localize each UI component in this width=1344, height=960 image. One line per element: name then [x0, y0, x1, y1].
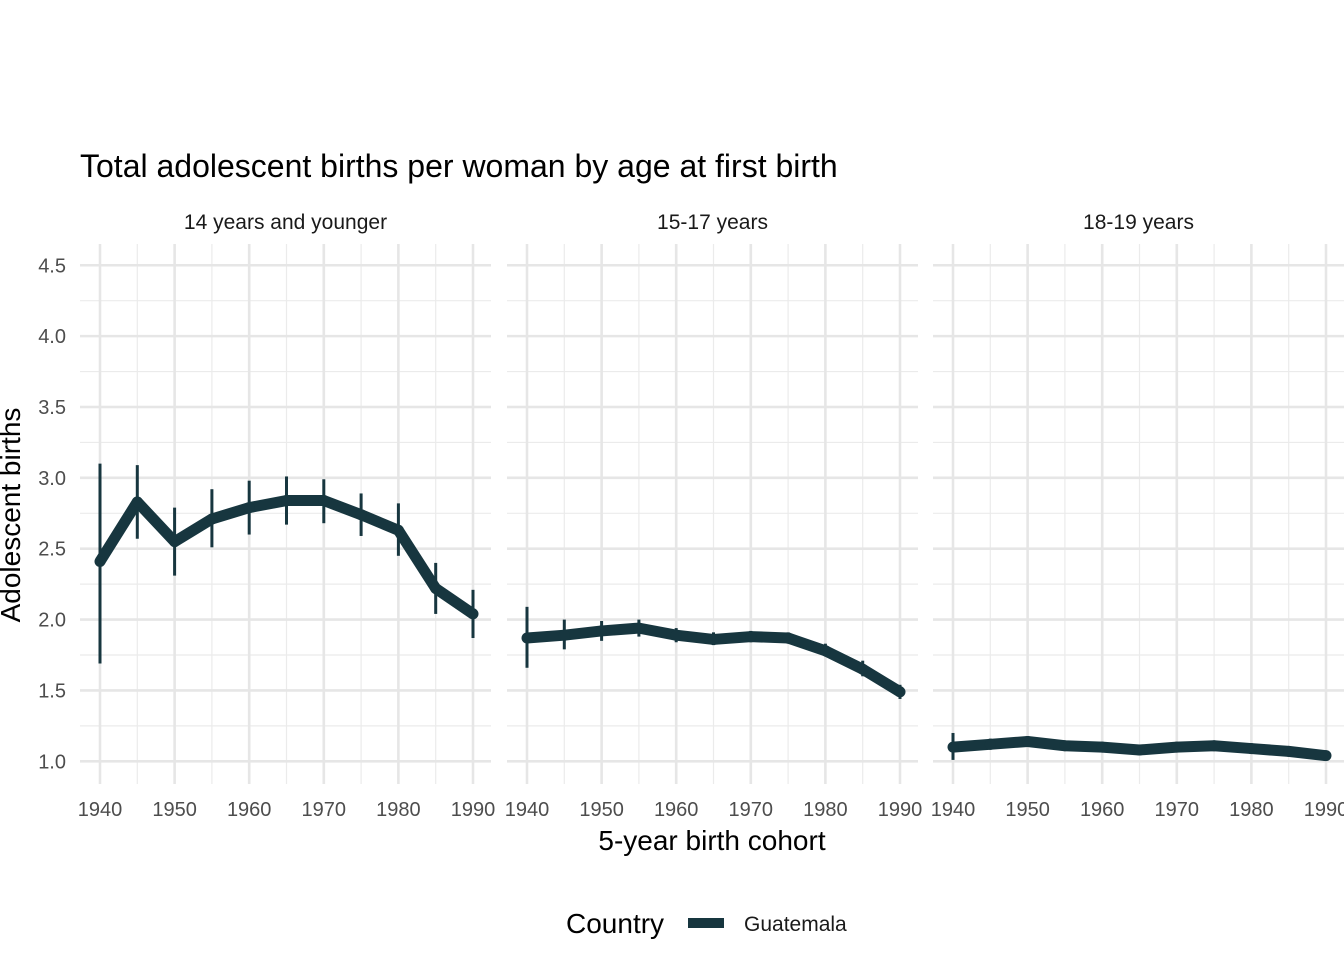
data-point: [521, 632, 533, 644]
legend-label-guatemala: Guatemala: [744, 913, 847, 936]
data-point: [984, 738, 996, 750]
y-tick-label: 3.0: [38, 468, 66, 490]
x-tick-label: 1990: [451, 799, 496, 821]
x-tick-label: 1960: [1080, 799, 1125, 821]
panel-3: 18-19 years 1940 1950 1960 1970 1980 1990: [931, 211, 1344, 821]
data-point: [131, 496, 143, 508]
data-point: [1171, 741, 1183, 753]
data-point: [467, 608, 479, 620]
data-point: [819, 645, 831, 657]
y-tick-label: 2.5: [38, 539, 66, 561]
data-point: [281, 495, 292, 507]
x-tick-label: 1990: [878, 799, 923, 821]
x-tick-label: 1960: [654, 799, 699, 821]
data-point: [1320, 750, 1332, 762]
data-point: [857, 663, 869, 675]
x-tick-label: 1960: [227, 799, 272, 821]
y-tick-label: 4.5: [38, 255, 66, 277]
data-point: [894, 686, 906, 698]
data-point: [243, 502, 255, 514]
data-point: [1245, 743, 1257, 755]
data-point: [708, 633, 719, 645]
y-tick-label: 1.5: [38, 680, 66, 702]
y-axis-title: Adolescent births: [0, 408, 26, 623]
data-point: [947, 741, 959, 753]
x-tick-label: 1950: [1005, 799, 1050, 821]
panel-1: 14 years and younger 1940 1950 1960 1970 1980…: [38, 211, 495, 821]
x-tick-label: 1940: [78, 799, 123, 821]
x-tick-label: 1970: [302, 799, 347, 821]
x-tick-label: 1990: [1304, 799, 1344, 821]
x-tick-label: 1980: [376, 799, 421, 821]
x-axis-title: 5-year birth cohort: [598, 825, 825, 856]
panel-2: 15-17 years 1940 1950 1960 1970 1980 1990: [505, 211, 923, 821]
x-tick-label: 1950: [579, 799, 624, 821]
data-point: [1022, 735, 1034, 747]
facet-panels: 14 years and younger 1940 1950 1960 1970 1980…: [38, 211, 1344, 821]
facet-label-2: 15-17 years: [657, 211, 768, 234]
data-point: [633, 622, 645, 634]
data-point: [745, 631, 757, 643]
y-tick-label: 4.0: [38, 326, 66, 348]
data-point: [670, 629, 682, 641]
data-point: [169, 536, 181, 548]
data-point: [1096, 741, 1108, 753]
y-tick-label: 1.0: [38, 751, 66, 773]
data-point: [94, 555, 106, 567]
chart-title: Total adolescent births per woman by age…: [80, 148, 838, 184]
data-point: [392, 524, 404, 536]
data-point: [782, 632, 794, 644]
x-tick-label: 1940: [931, 799, 976, 821]
y-tick-label: 2.0: [38, 610, 66, 632]
data-point: [355, 509, 367, 521]
x-tick-label: 1970: [729, 799, 774, 821]
legend: Country Guatemala: [566, 908, 847, 939]
data-point: [596, 625, 608, 637]
x-tick-label: 1980: [803, 799, 848, 821]
data-point: [318, 495, 330, 507]
y-tick-label: 3.5: [38, 397, 66, 419]
legend-key-guatemala: [688, 918, 724, 928]
x-tick-label: 1950: [152, 799, 197, 821]
legend-title: Country: [566, 908, 664, 939]
data-point: [206, 513, 218, 525]
data-point: [1208, 740, 1220, 752]
data-point: [1283, 745, 1295, 757]
data-point: [558, 629, 570, 641]
x-tick-label: 1970: [1155, 799, 1200, 821]
data-point: [1059, 740, 1071, 752]
facet-label-3: 18-19 years: [1083, 211, 1194, 234]
data-point: [430, 582, 442, 594]
facet-label-1: 14 years and younger: [184, 211, 387, 234]
x-tick-label: 1940: [505, 799, 550, 821]
data-point: [1134, 744, 1145, 756]
x-tick-label: 1980: [1229, 799, 1274, 821]
